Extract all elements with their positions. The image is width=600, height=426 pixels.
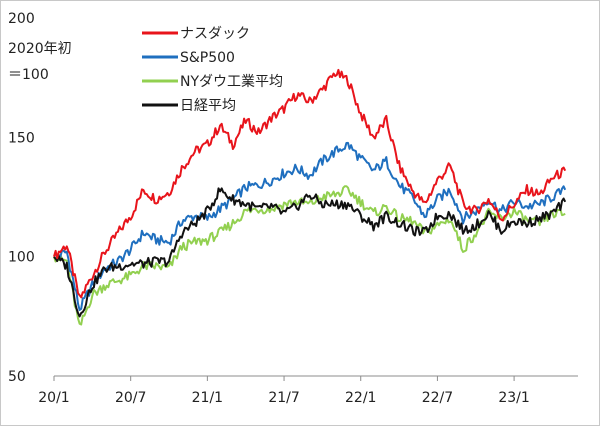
y-tick-label: 200 xyxy=(8,11,35,27)
x-tick-label: 20/1 xyxy=(38,390,69,406)
series-line-nasdaq xyxy=(53,68,567,299)
series-line-nikkei xyxy=(53,187,567,318)
y-tick-label: 100 xyxy=(8,250,35,266)
x-tick-label: 23/1 xyxy=(498,390,529,406)
legend-label-sp500: S&P500 xyxy=(180,50,235,66)
x-tick-label: 22/1 xyxy=(345,390,376,406)
x-tick-label: 22/7 xyxy=(422,390,453,406)
series-line-sp500 xyxy=(53,141,567,311)
series-line-nydow xyxy=(53,185,566,326)
y-tick-label: 50 xyxy=(8,369,26,385)
annotation-base-year: 2020年初 xyxy=(8,41,72,57)
y-tick-label: 150 xyxy=(8,130,35,146)
legend-label-nydow: NYダウ工業平均 xyxy=(180,74,283,90)
x-tick-label: 21/1 xyxy=(192,390,223,406)
x-tick-label: 21/7 xyxy=(268,390,299,406)
annotation-base-value: ＝100 xyxy=(8,67,49,83)
x-tick-label: 20/7 xyxy=(115,390,146,406)
legend-label-nasdaq: ナスダック xyxy=(180,26,250,42)
legend-label-nikkei: 日経平均 xyxy=(180,98,236,114)
